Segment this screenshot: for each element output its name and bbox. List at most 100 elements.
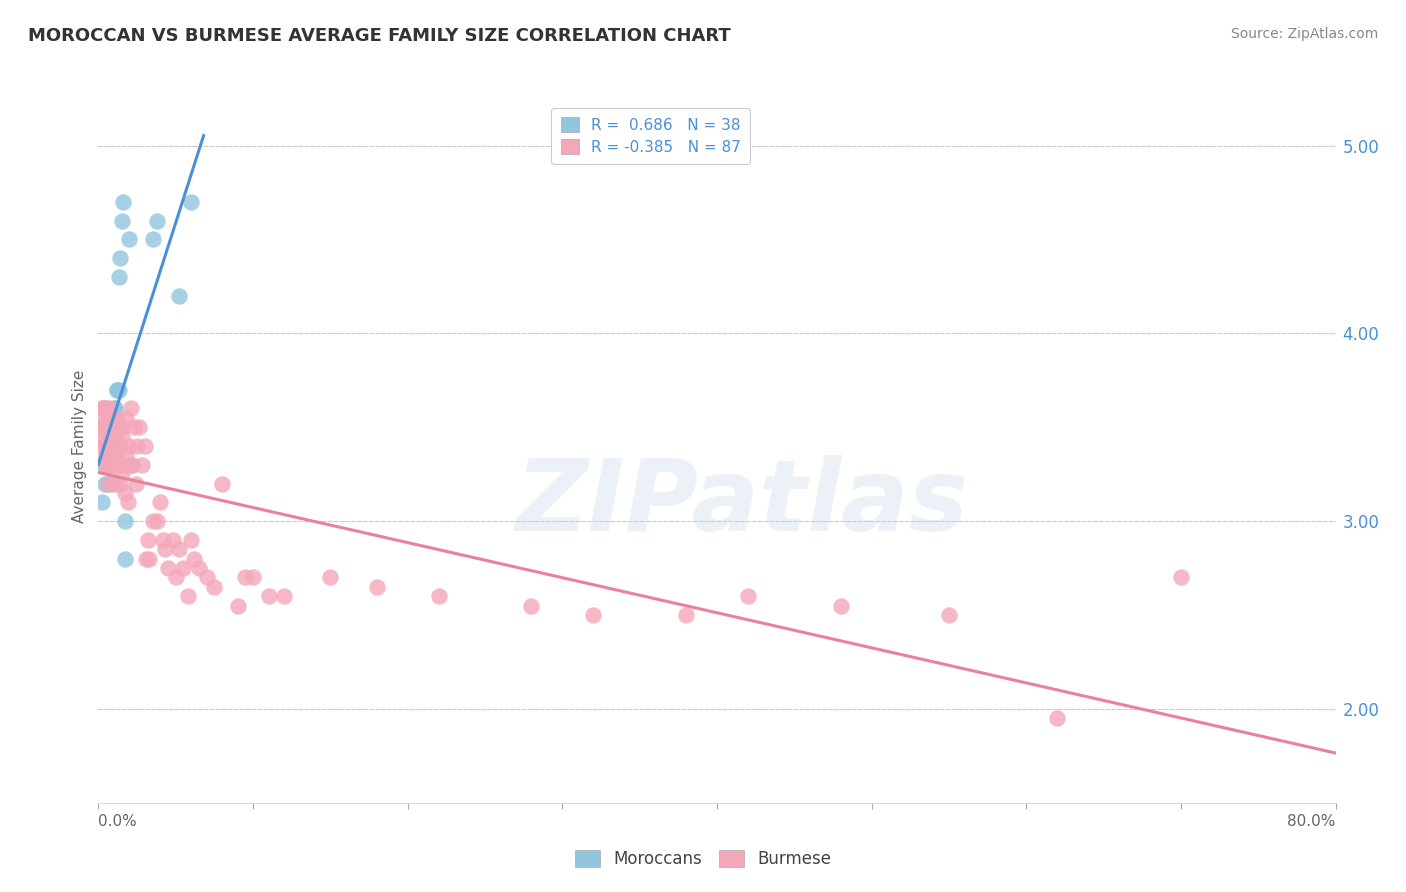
Point bbox=[97, 449, 120, 463]
Point bbox=[127, 439, 149, 453]
Point bbox=[96, 420, 118, 434]
Point bbox=[582, 607, 605, 622]
Point bbox=[100, 458, 122, 472]
Point bbox=[103, 401, 125, 416]
Point bbox=[96, 439, 118, 453]
Point bbox=[114, 514, 136, 528]
Text: 80.0%: 80.0% bbox=[1288, 814, 1336, 829]
Point bbox=[152, 533, 174, 547]
Point bbox=[157, 561, 180, 575]
Point bbox=[104, 420, 127, 434]
Point bbox=[273, 589, 295, 603]
Point bbox=[180, 533, 202, 547]
Point bbox=[105, 410, 128, 425]
Point bbox=[146, 514, 169, 528]
Point bbox=[96, 401, 118, 416]
Point bbox=[97, 439, 120, 453]
Point bbox=[98, 410, 121, 425]
Point bbox=[366, 580, 388, 594]
Point bbox=[98, 420, 121, 434]
Point bbox=[100, 458, 122, 472]
Point bbox=[108, 439, 131, 453]
Point bbox=[103, 420, 125, 434]
Point bbox=[128, 420, 150, 434]
Point bbox=[107, 458, 129, 472]
Point bbox=[112, 420, 135, 434]
Point bbox=[89, 420, 111, 434]
Y-axis label: Average Family Size: Average Family Size bbox=[72, 369, 87, 523]
Point bbox=[830, 599, 852, 613]
Point bbox=[167, 542, 190, 557]
Point bbox=[149, 495, 172, 509]
Point bbox=[100, 420, 122, 434]
Point bbox=[96, 458, 118, 472]
Point bbox=[90, 401, 112, 416]
Point bbox=[91, 401, 114, 416]
Point bbox=[91, 420, 114, 434]
Point bbox=[111, 429, 134, 443]
Point bbox=[105, 383, 128, 397]
Point bbox=[195, 570, 218, 584]
Point bbox=[104, 401, 127, 416]
Point bbox=[121, 458, 143, 472]
Point bbox=[117, 458, 139, 472]
Point bbox=[100, 476, 122, 491]
Point bbox=[98, 401, 121, 416]
Point bbox=[737, 589, 759, 603]
Point bbox=[93, 476, 115, 491]
Point bbox=[101, 439, 124, 453]
Point bbox=[211, 476, 233, 491]
Point bbox=[167, 289, 190, 303]
Text: Source: ZipAtlas.com: Source: ZipAtlas.com bbox=[1230, 27, 1378, 41]
Point bbox=[97, 429, 120, 443]
Point bbox=[105, 383, 128, 397]
Point bbox=[204, 580, 226, 594]
Point bbox=[118, 439, 141, 453]
Point bbox=[120, 401, 142, 416]
Point bbox=[114, 486, 136, 500]
Point bbox=[188, 561, 211, 575]
Point bbox=[96, 458, 118, 472]
Point bbox=[97, 410, 120, 425]
Point bbox=[138, 551, 160, 566]
Point bbox=[675, 607, 697, 622]
Point bbox=[103, 458, 125, 472]
Point bbox=[101, 449, 124, 463]
Point bbox=[142, 514, 165, 528]
Point bbox=[105, 449, 128, 463]
Point bbox=[938, 607, 960, 622]
Legend: Moroccans, Burmese: Moroccans, Burmese bbox=[568, 843, 838, 875]
Point bbox=[97, 476, 120, 491]
Point bbox=[427, 589, 450, 603]
Point bbox=[97, 476, 120, 491]
Point bbox=[142, 232, 165, 246]
Point bbox=[146, 213, 169, 227]
Text: ZIPatlas: ZIPatlas bbox=[515, 455, 969, 551]
Point bbox=[93, 449, 115, 463]
Point bbox=[114, 551, 136, 566]
Point bbox=[520, 599, 543, 613]
Point bbox=[235, 570, 257, 584]
Point bbox=[91, 401, 114, 416]
Point bbox=[118, 232, 141, 246]
Point bbox=[90, 495, 112, 509]
Point bbox=[103, 439, 125, 453]
Point bbox=[101, 410, 124, 425]
Point bbox=[319, 570, 342, 584]
Point bbox=[134, 439, 156, 453]
Point bbox=[112, 458, 135, 472]
Point bbox=[91, 439, 114, 453]
Point bbox=[162, 533, 184, 547]
Point bbox=[103, 449, 125, 463]
Point bbox=[107, 270, 129, 285]
Point bbox=[135, 551, 157, 566]
Point bbox=[90, 439, 112, 453]
Point bbox=[111, 467, 134, 482]
Point bbox=[98, 458, 121, 472]
Point bbox=[100, 439, 122, 453]
Point bbox=[104, 429, 127, 443]
Point bbox=[93, 429, 115, 443]
Text: 0.0%: 0.0% bbox=[98, 814, 138, 829]
Point bbox=[257, 589, 280, 603]
Point bbox=[121, 458, 143, 472]
